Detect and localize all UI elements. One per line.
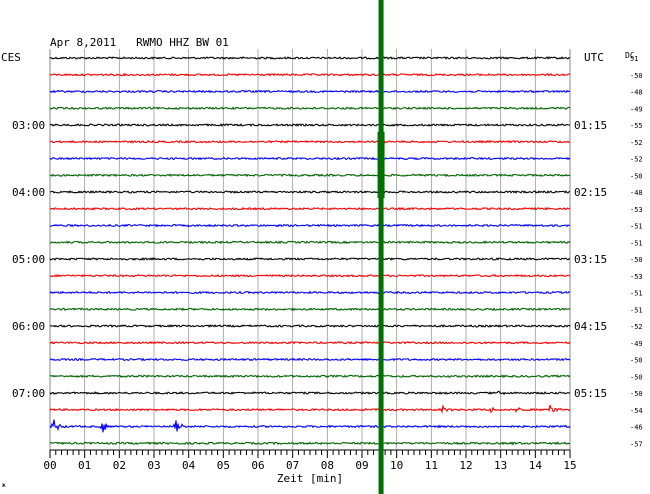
dc-offset-label: -52 [630,323,643,331]
dc-offset-label: -50 [630,172,643,180]
right-time-label: 03:15 [574,253,607,266]
right-time-label: 01:15 [574,119,607,132]
left-time-label: 03:00 [12,119,45,132]
seismic-trace [49,123,571,127]
x-tick-label: 09 [355,459,368,472]
right-timezone-label: UTC [584,51,604,64]
seismic-trace [50,223,571,228]
seismic-trace [49,72,571,77]
dc-header-label: DC [625,51,635,60]
time-marker-layer [377,0,385,494]
dc-offset-label: -50 [630,373,643,381]
seismic-trace [49,206,571,211]
trace-lines [49,56,571,446]
dc-offset-label: -49 [630,340,643,348]
seismic-trace [49,139,571,144]
x-tick-label: 04 [182,459,196,472]
seismic-trace [49,106,571,111]
x-tick-label: 15 [563,459,576,472]
seismic-trace [49,441,571,446]
x-tick-label: 11 [425,459,438,472]
dc-offset-label: -48 [630,89,643,97]
seismic-trace [49,273,571,278]
x-tick-label: 05 [217,459,230,472]
seismic-trace [49,173,571,178]
left-time-label: 04:00 [12,186,45,199]
seismic-trace [49,390,571,396]
dc-offset-label: -46 [630,424,643,432]
dc-offset-label: 51 [630,55,638,63]
seismic-trace [49,240,571,245]
seismic-trace [49,357,571,362]
left-time-label: 05:00 [12,253,45,266]
x-tick-label: 12 [459,459,472,472]
seismic-trace [49,404,571,414]
dc-offset-label: -51 [630,306,643,314]
x-tick-label: 07 [286,459,299,472]
seismic-trace [49,419,571,433]
left-time-label: 06:00 [12,320,45,333]
left-timezone-label: CES [1,51,21,64]
x-tick-label: 01 [78,459,91,472]
seismic-trace [49,89,571,94]
dc-offset-label: -50 [630,256,643,264]
dc-offset-label: -51 [630,290,643,298]
x-tick-label: 00 [43,459,56,472]
x-axis-label: Zeit [min] [277,472,343,485]
seismic-trace [49,156,571,161]
x-tick-label: 13 [494,459,507,472]
dc-offset-label: -48 [630,189,643,197]
dc-offset-label: -50 [630,72,643,80]
dc-offset-label: -55 [630,122,643,130]
dc-offset-label: -53 [630,273,643,281]
chart-title: Apr 8,2011 RWMO HHZ BW 01 [50,36,229,49]
x-tick-label: 14 [529,459,543,472]
dc-offset-label: -51 [630,239,643,247]
time-marker-thick-segment [377,131,385,198]
seismic-trace [49,56,571,60]
seismic-trace [49,307,571,312]
label-layer: 00 01 02 03 04 05 06 07 08 09 10 11 12 13 14 15 51 -50 -48… [12,55,643,472]
right-time-label: 02:15 [574,186,607,199]
dc-offset-label: -51 [630,223,643,231]
right-time-label: 04:15 [574,320,607,333]
x-tick-label: 06 [251,459,264,472]
corner-mark: ж [2,482,6,489]
seismic-trace [49,290,571,295]
x-tick-label: 10 [390,459,403,472]
left-time-label: 07:00 [12,387,45,400]
seismic-trace [49,374,571,379]
dc-offset-label: -52 [630,156,643,164]
dc-offset-label: -49 [630,105,643,113]
dc-offset-label: -50 [630,390,643,398]
seismic-trace [49,190,571,194]
right-time-label: 05:15 [574,387,607,400]
dc-offset-label: -54 [630,407,643,415]
dc-offset-label: -57 [630,440,643,448]
dc-offset-label: -50 [630,357,643,365]
x-tick-label: 02 [113,459,126,472]
grid-lines [49,49,571,458]
seismic-trace [49,324,571,328]
dc-offset-label: -53 [630,206,643,214]
x-tick-label: 08 [321,459,334,472]
x-tick-label: 03 [147,459,160,472]
seismic-trace [49,257,571,261]
dc-offset-label: -52 [630,139,643,147]
seismic-trace [49,340,571,345]
